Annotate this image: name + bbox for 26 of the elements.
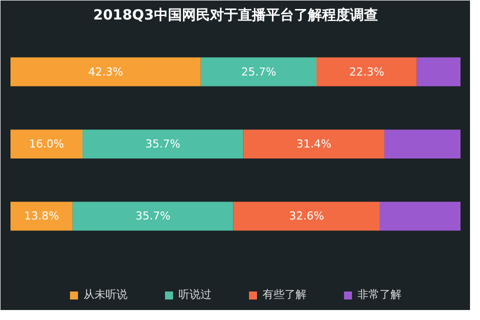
legend-label: 非常了解 (358, 287, 402, 302)
data-label: 25.7% (241, 65, 276, 78)
bar (200, 57, 316, 86)
data-label: 32.6% (289, 210, 324, 223)
data-label: 13.8% (24, 210, 60, 223)
bar (82, 130, 244, 158)
chart-title: 2018Q3中国网民对于直播平台了解程度调查 (93, 6, 378, 24)
data-label: 42.3% (88, 65, 124, 78)
bar (233, 202, 380, 231)
data-label: 16.0% (29, 138, 64, 151)
data-label: 31.4% (296, 138, 332, 151)
bar (243, 130, 384, 158)
legend-label: 从未听说 (84, 287, 128, 302)
bar (10, 130, 82, 158)
legend-label: 听说过 (178, 287, 212, 302)
bar (380, 202, 460, 231)
bar (10, 57, 201, 86)
bar (72, 202, 234, 231)
bar (384, 130, 460, 158)
legend-label: 有些了解 (262, 287, 306, 302)
data-label: 22.3% (349, 65, 384, 78)
bar (416, 57, 460, 86)
data-label: 35.7% (145, 138, 180, 151)
data-label: 35.7% (135, 210, 170, 223)
bar (316, 57, 417, 86)
bar (10, 202, 73, 231)
